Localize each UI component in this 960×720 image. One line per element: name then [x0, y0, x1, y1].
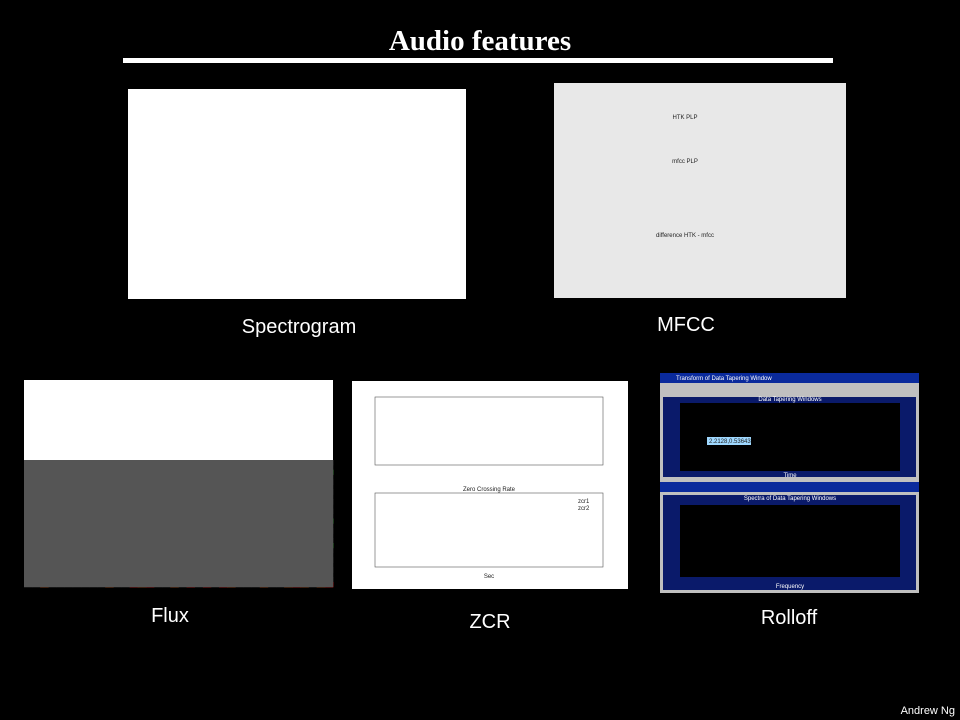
slide: Audio features HTK PLP mfcc PLP differen… [24, 25, 955, 717]
